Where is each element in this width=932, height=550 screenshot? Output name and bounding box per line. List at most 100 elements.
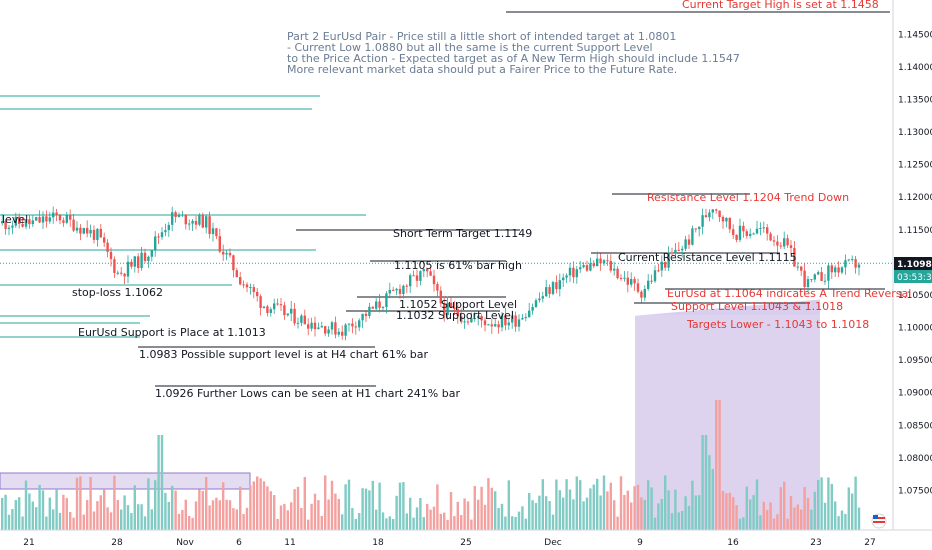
volume-bar — [504, 516, 507, 530]
candle-body — [494, 324, 497, 327]
candle-body — [235, 270, 238, 278]
candle-body — [174, 212, 177, 217]
time-tick-label: 25 — [460, 538, 471, 548]
volume-bar — [157, 435, 160, 530]
candle-body — [616, 268, 619, 279]
volume-bar — [337, 498, 340, 530]
candle-body — [133, 256, 136, 267]
volume-bar — [245, 507, 249, 530]
candle-body — [443, 303, 446, 316]
candle-body — [674, 249, 677, 254]
candle-body — [660, 261, 663, 271]
candle-body — [422, 269, 425, 272]
volume-bar — [725, 493, 728, 530]
candle-body — [75, 227, 79, 231]
volume-bar — [480, 486, 483, 530]
candle-body — [766, 227, 769, 234]
candle-body — [320, 326, 323, 328]
candle-body — [749, 233, 752, 236]
candle-body — [470, 318, 473, 323]
volume-bar — [704, 435, 708, 530]
current-price-label: 1.10987 — [897, 260, 932, 270]
volume-bar — [103, 489, 106, 530]
volume-bar — [470, 519, 473, 530]
flag-icon[interactable] — [871, 513, 887, 529]
volume-bar — [640, 497, 643, 530]
volume-bar — [483, 504, 487, 530]
candle-body — [65, 215, 68, 223]
volume-bar — [249, 485, 252, 530]
candle-body — [779, 245, 782, 247]
further-lows-note: 1.0926 Further Lows can be seen at H1 ch… — [155, 387, 460, 400]
volume-bar — [606, 491, 609, 530]
candle-body — [701, 215, 704, 227]
volume-bar — [813, 491, 816, 530]
candle-body — [446, 302, 449, 316]
candle-body — [636, 283, 640, 292]
candle-body — [228, 252, 232, 256]
candle-body — [307, 324, 310, 329]
volume-bar — [759, 515, 762, 530]
candle-body — [293, 308, 296, 324]
volume-bar — [681, 510, 684, 530]
volume-bar — [409, 497, 412, 530]
volume-bar — [45, 516, 48, 530]
candle-body — [504, 315, 507, 326]
volume-bar — [259, 478, 262, 530]
time-axis[interactable]: 21 28 Nov 6 11 18 25 Dec 9 16 23 27 — [23, 538, 875, 548]
candle-body — [276, 303, 279, 305]
candle-body — [694, 228, 697, 230]
price-axis[interactable]: 1.14500 1.14000 1.13500 1.13000 1.12500 1.120… — [898, 30, 932, 496]
volume-bar — [650, 487, 653, 530]
volume-bars — [1, 400, 861, 530]
candle-body — [222, 251, 225, 255]
candle-body — [630, 279, 633, 285]
volume-bar — [262, 481, 266, 530]
volume-bar — [31, 501, 34, 530]
volume-bar — [674, 489, 677, 530]
volume-bar — [307, 519, 310, 530]
candle-body — [208, 216, 211, 234]
candle-body — [225, 252, 228, 255]
candle-body — [262, 306, 266, 308]
volume-bar — [283, 503, 286, 530]
volume-bar — [851, 493, 854, 530]
candle-body — [11, 225, 14, 228]
countdown-label: 03:53:34 — [897, 273, 932, 283]
price-tick-label: 1.13500 — [898, 95, 932, 105]
volume-bar — [755, 479, 759, 530]
volume-bar — [844, 513, 847, 530]
candle-body — [687, 239, 691, 245]
candle-body — [130, 261, 133, 267]
price-tick-label: 1.09000 — [898, 389, 932, 399]
candle-body — [449, 302, 453, 308]
candle-body — [507, 322, 510, 326]
volume-bar — [242, 514, 245, 530]
volume-bar — [653, 517, 657, 530]
candle-body — [538, 298, 541, 301]
volume-bar — [449, 491, 453, 530]
candle-body — [181, 214, 184, 216]
candle-body — [857, 264, 861, 268]
volume-bar — [728, 492, 731, 530]
candle-body — [45, 216, 48, 222]
candle-body — [473, 318, 476, 320]
candle-body — [361, 313, 364, 321]
volume-bar — [613, 500, 616, 530]
volume-bar — [463, 498, 466, 530]
volume-bar — [395, 495, 398, 530]
volume-bar — [721, 491, 725, 530]
volume-bar — [854, 476, 857, 530]
volume-bar — [361, 488, 364, 530]
time-tick-label: 6 — [236, 538, 242, 548]
support-1013-note: EurUsd Support is Place at 1.1013 — [78, 326, 266, 339]
volume-bar — [857, 507, 861, 530]
volume-bar — [18, 497, 21, 530]
candle-body — [364, 313, 368, 317]
price-tick-label: 1.12500 — [898, 161, 932, 171]
price-tick-label: 1.12000 — [898, 193, 932, 203]
volume-bar — [198, 489, 201, 530]
volume-bar — [300, 507, 303, 530]
candle-body — [171, 212, 174, 225]
